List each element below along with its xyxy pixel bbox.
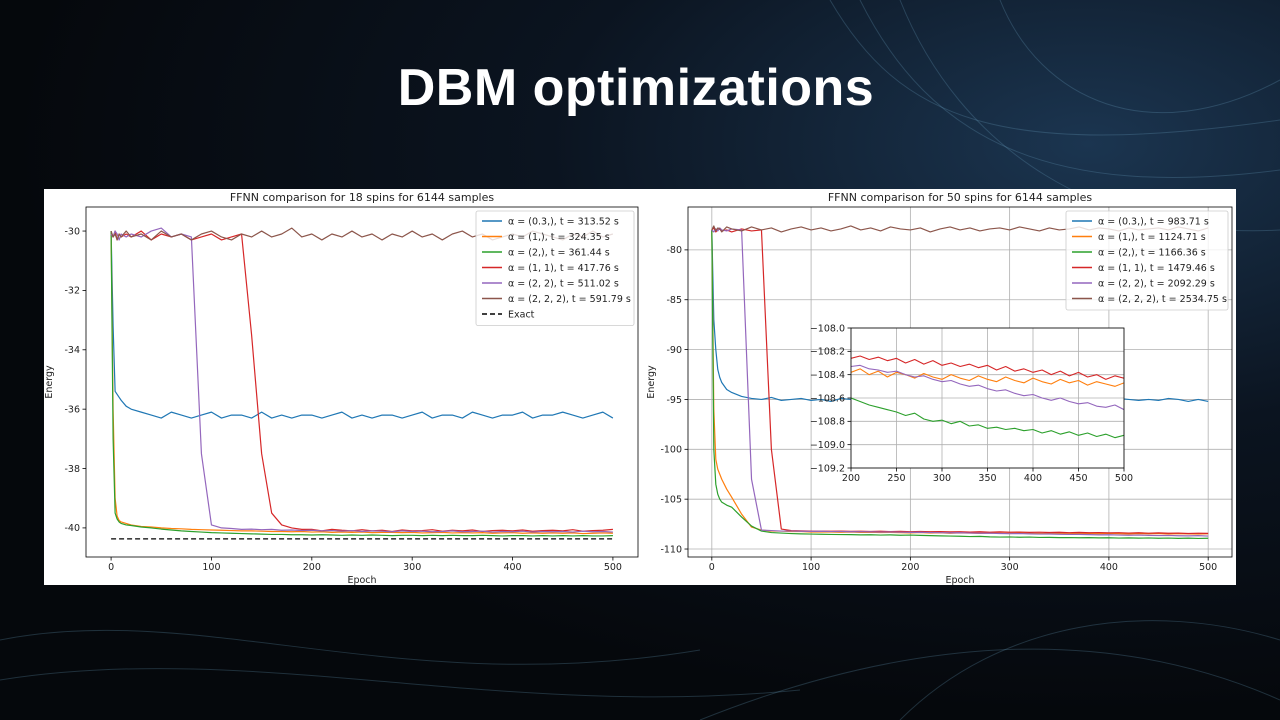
series-line	[110, 231, 613, 537]
y-tick-label: −108.6	[810, 393, 845, 404]
y-tick-label: -30	[64, 226, 80, 237]
x-axis-label: Epoch	[347, 575, 376, 585]
series-line	[711, 227, 1209, 537]
legend-box	[475, 210, 635, 326]
chart-panel: -110 -105 -100 -95 -90 -85 -80 0 100 200 300 400 500…	[640, 189, 1236, 585]
legend-box	[1065, 210, 1229, 311]
y-tick-label: −109.0	[810, 440, 845, 451]
y-axis-label: Energy	[646, 365, 657, 399]
x-tick-label: 0	[709, 562, 715, 573]
series-line	[851, 355, 1124, 380]
y-tick-label: -34	[64, 345, 80, 356]
y-tick-label: −108.2	[810, 347, 845, 358]
legend-label: α = (2, 2, 2), t = 591.79 s	[508, 294, 631, 305]
inset-frame	[850, 327, 1125, 469]
plot-frame	[687, 206, 1233, 558]
legend-label: α = (0.3,), t = 313.52 s	[508, 216, 619, 227]
x-tick-label: 100	[802, 562, 820, 573]
legend-label: α = (2,), t = 1166.36 s	[1098, 247, 1206, 258]
x-tick-label: 300	[403, 562, 421, 573]
y-tick-label: −108.0	[810, 323, 845, 334]
legend-label: α = (1, 1), t = 1479.46 s	[1098, 263, 1215, 274]
x-tick-label: 400	[1100, 562, 1118, 573]
series-line	[711, 227, 1209, 535]
legend-label: α = (2,), t = 361.44 s	[508, 247, 610, 258]
chart-title: FFNN comparison for 50 spins for 6144 sa…	[828, 191, 1093, 204]
y-tick-label: -95	[666, 395, 682, 406]
y-tick-label: -100	[660, 445, 682, 456]
legend-label: α = (1,), t = 1124.71 s	[1098, 232, 1206, 243]
x-tick-label: 300	[933, 473, 951, 484]
series-line	[110, 231, 614, 419]
y-tick-label: -38	[64, 464, 80, 475]
series-line	[110, 227, 613, 533]
y-tick-label: -90	[666, 345, 682, 356]
legend-label: α = (1, 1), t = 417.76 s	[508, 263, 619, 274]
legend-label: α = (2, 2, 2), t = 2534.75 s	[1098, 294, 1227, 305]
plot-frame	[85, 206, 639, 558]
y-tick-label: −109.2	[810, 463, 845, 474]
x-tick-label: 300	[1001, 562, 1019, 573]
y-tick-label: -85	[666, 295, 682, 306]
x-tick-label: 0	[108, 562, 114, 573]
y-tick-label: -36	[64, 404, 80, 415]
y-tick-label: -105	[660, 494, 682, 505]
legend-label: α = (2, 2), t = 511.02 s	[508, 278, 619, 289]
x-tick-label: 100	[202, 562, 220, 573]
y-tick-label: -110	[660, 544, 682, 555]
x-tick-label: 400	[1024, 473, 1042, 484]
x-tick-label: 200	[303, 562, 321, 573]
series-line	[110, 231, 613, 535]
series-line	[851, 364, 1124, 411]
y-tick-label: -40	[64, 523, 80, 534]
legend-label: α = (0.3,), t = 983.71 s	[1098, 216, 1209, 227]
y-axis-label: Energy	[44, 365, 55, 399]
y-tick-label: −108.4	[810, 370, 845, 381]
legend-label: α = (2, 2), t = 2092.29 s	[1098, 278, 1215, 289]
x-tick-label: 450	[1069, 473, 1087, 484]
chart-title: FFNN comparison for 18 spins for 6144 sa…	[230, 191, 495, 204]
x-tick-label: 200	[901, 562, 919, 573]
x-tick-label: 400	[503, 562, 521, 573]
series-line	[711, 229, 1209, 540]
y-tick-label: -80	[666, 245, 682, 256]
x-tick-label: 500	[604, 562, 622, 573]
x-tick-label: 200	[842, 473, 860, 484]
x-tick-label: 250	[887, 473, 905, 484]
x-axis-label: Epoch	[945, 575, 974, 585]
slide-title: DBM optimizations	[397, 59, 875, 117]
x-tick-label: 500	[1115, 473, 1133, 484]
x-tick-label: 350	[978, 473, 996, 484]
x-tick-label: 500	[1199, 562, 1217, 573]
series-line	[851, 368, 1124, 387]
legend-label: α = (1,), t = 324.35 s	[508, 232, 610, 243]
y-tick-label: -32	[64, 286, 80, 297]
legend-label: Exact	[508, 309, 535, 320]
chart-panel: -40 -38 -36 -34 -32 -30 0 100 200 300 400 500 FFNN c…	[44, 189, 655, 585]
series-line	[851, 397, 1124, 439]
y-tick-label: −108.8	[810, 417, 845, 428]
